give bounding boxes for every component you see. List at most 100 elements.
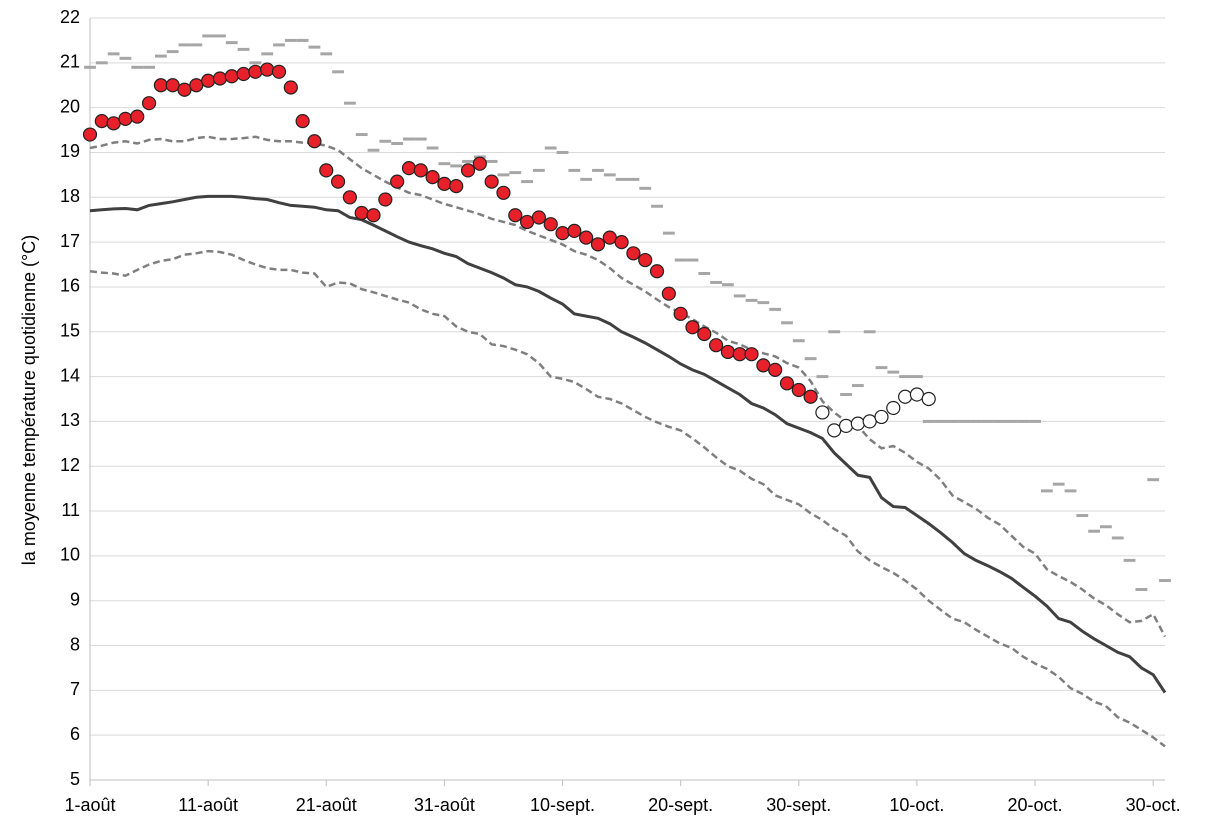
point [366,208,381,223]
x-tick-label: 21-août [296,795,357,815]
x-tick-label: 30-oct. [1126,795,1181,815]
y-tick-label: 6 [70,724,80,744]
point [673,306,688,321]
point [94,113,109,129]
y-tick-label: 16 [60,276,80,296]
y-tick-label: 8 [70,634,80,654]
point [165,78,180,93]
point [236,66,251,82]
point [791,382,806,398]
y-tick-label: 15 [60,321,80,341]
point [319,163,334,178]
point [413,163,428,178]
y-tick-label: 17 [60,231,80,251]
y-tick-label: 22 [60,7,80,27]
y-tick-label: 12 [60,455,80,475]
point [874,409,889,425]
y-tick-label: 9 [70,589,80,609]
point [354,205,369,221]
point [708,338,724,353]
point [531,210,547,225]
point [271,64,287,79]
point [508,208,523,223]
point [260,62,275,77]
y-tick-label: 18 [60,186,80,206]
point [472,156,487,171]
point [425,170,440,185]
point [496,185,511,200]
point [898,389,913,404]
point [543,217,558,232]
point [130,109,145,124]
point [248,64,263,79]
point [862,414,877,429]
point [153,78,168,93]
y-axis-label: la moyenne température quotidienne (°C) [19,235,39,565]
point [141,96,157,111]
point [614,235,629,250]
y-tick-label: 20 [60,96,80,116]
x-tick-label: 10-oct. [889,795,944,815]
line [89,194,1167,694]
x-tick-label: 20-oct. [1008,795,1063,815]
point [378,192,393,207]
point [484,174,499,189]
point [295,113,310,129]
point [567,223,582,239]
point [201,73,216,88]
point [732,347,747,362]
point [649,264,665,279]
x-tick-label: 1-août [64,795,115,815]
point [449,178,464,194]
y-tick-label: 10 [60,545,80,565]
point [177,82,192,97]
dashed-line [89,135,1167,638]
point [307,134,322,149]
point [555,226,570,241]
point [390,174,405,189]
point [579,230,594,245]
point [342,190,357,205]
point [685,320,700,335]
y-tick-label: 14 [60,365,80,385]
point [886,400,901,416]
point [590,237,606,252]
point [661,286,676,301]
point [909,387,925,402]
point [756,358,771,373]
point [697,326,712,342]
x-tick-label: 30-sept. [766,795,831,815]
y-tick-label: 5 [70,769,80,789]
point [744,347,759,362]
point [638,252,653,268]
y-tick-label: 19 [60,141,80,161]
point [460,163,476,178]
point [118,111,133,126]
point [189,78,204,93]
point [850,416,865,431]
point [602,230,617,245]
point [720,344,736,360]
dashed-line [89,249,1166,748]
x-tick-label: 10-sept. [530,795,595,815]
point [838,418,854,433]
point [212,71,228,86]
point [437,176,452,191]
point [815,405,830,420]
point [401,161,417,176]
y-tick-label: 21 [60,52,80,72]
y-tick-label: 13 [60,410,80,430]
point [330,174,346,189]
x-tick-label: 20-sept. [648,795,713,815]
point [779,376,795,391]
point [827,423,842,438]
point [921,391,936,407]
point [82,127,98,142]
point [626,246,641,261]
x-tick-label: 11-août [178,795,238,815]
point [283,80,298,95]
x-tick-label: 31-août [414,795,475,815]
y-tick-label: 11 [61,500,80,520]
